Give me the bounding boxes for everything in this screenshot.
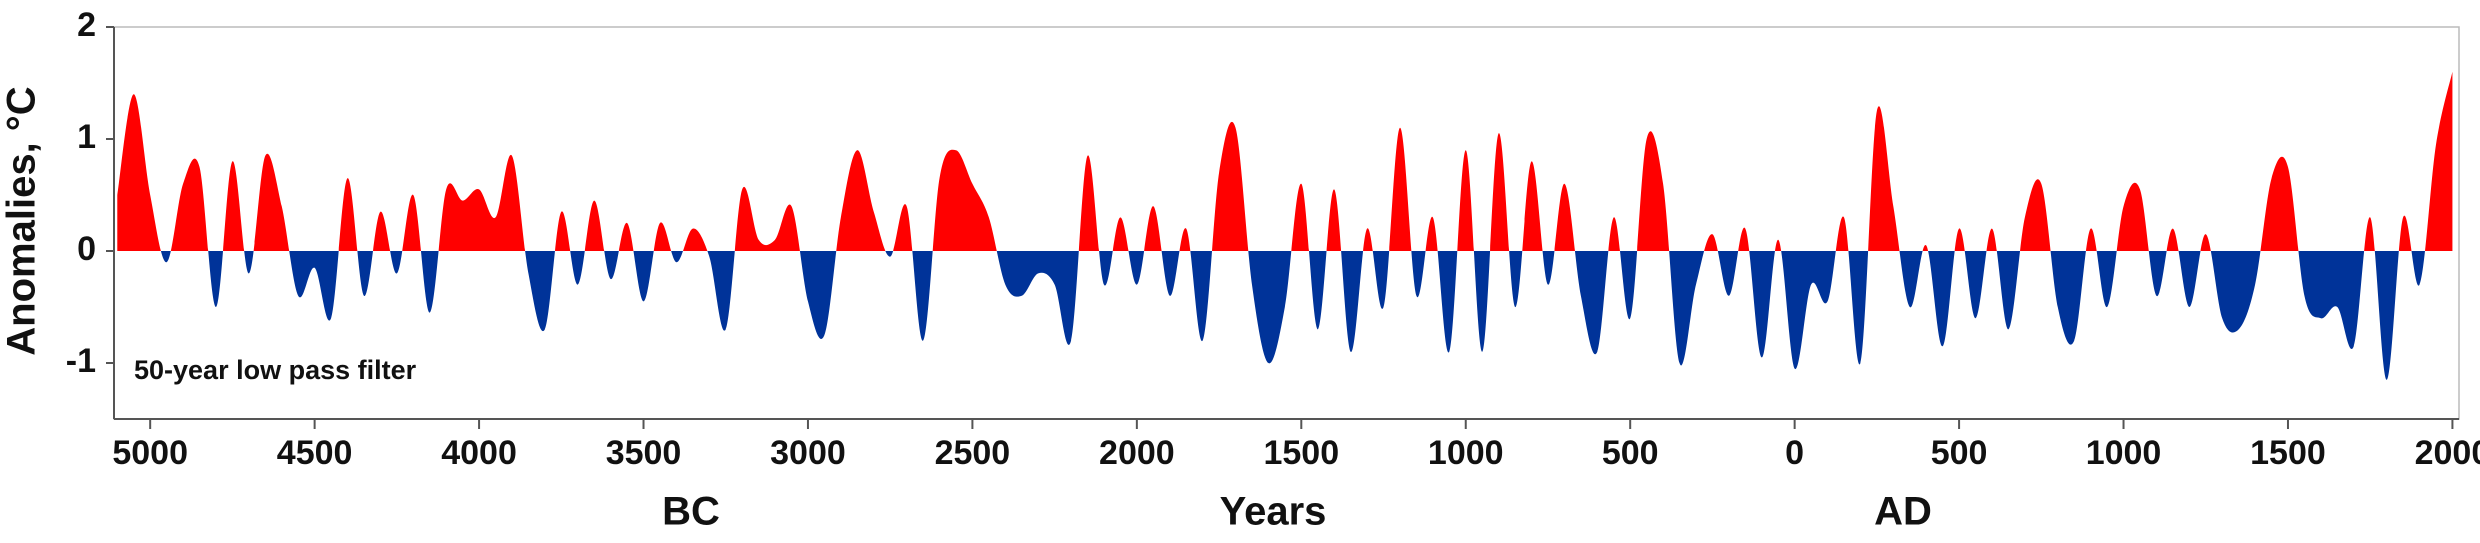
x-tick-label: 4500: [277, 434, 353, 472]
x-tick-label: 1000: [2086, 434, 2162, 472]
y-tick-label: 0: [77, 230, 96, 268]
negative-area: [117, 251, 2453, 380]
x-tick-label: 0: [1785, 434, 1804, 472]
x-tick-label: 1500: [1263, 434, 1339, 472]
y-tick-label: 1: [77, 118, 96, 156]
x-tick-label: 1500: [2250, 434, 2326, 472]
x-tick-label: 4000: [441, 434, 517, 472]
annotation: 50-year low pass filter: [134, 355, 417, 385]
x-tick-label: 2000: [1099, 434, 1175, 472]
x-tick-label: 5000: [112, 434, 188, 472]
y-axis-title: Anomalies, °C: [0, 86, 44, 355]
x-tick-label: 2000: [2415, 434, 2480, 472]
x-tick-label: 500: [1602, 434, 1659, 472]
era-label: AD: [1874, 490, 1932, 534]
era-label: BC: [662, 490, 720, 534]
x-tick-label: 500: [1931, 434, 1988, 472]
x-tick-label: 3000: [770, 434, 846, 472]
x-tick-label: 3500: [606, 434, 682, 472]
y-tick-label: -1: [66, 342, 96, 380]
x-tick-label: 1000: [1428, 434, 1504, 472]
x-axis-title: Years: [1220, 490, 1327, 534]
x-tick-label: 2500: [935, 434, 1011, 472]
positive-area: [117, 71, 2453, 251]
y-tick-label: 2: [77, 6, 96, 44]
